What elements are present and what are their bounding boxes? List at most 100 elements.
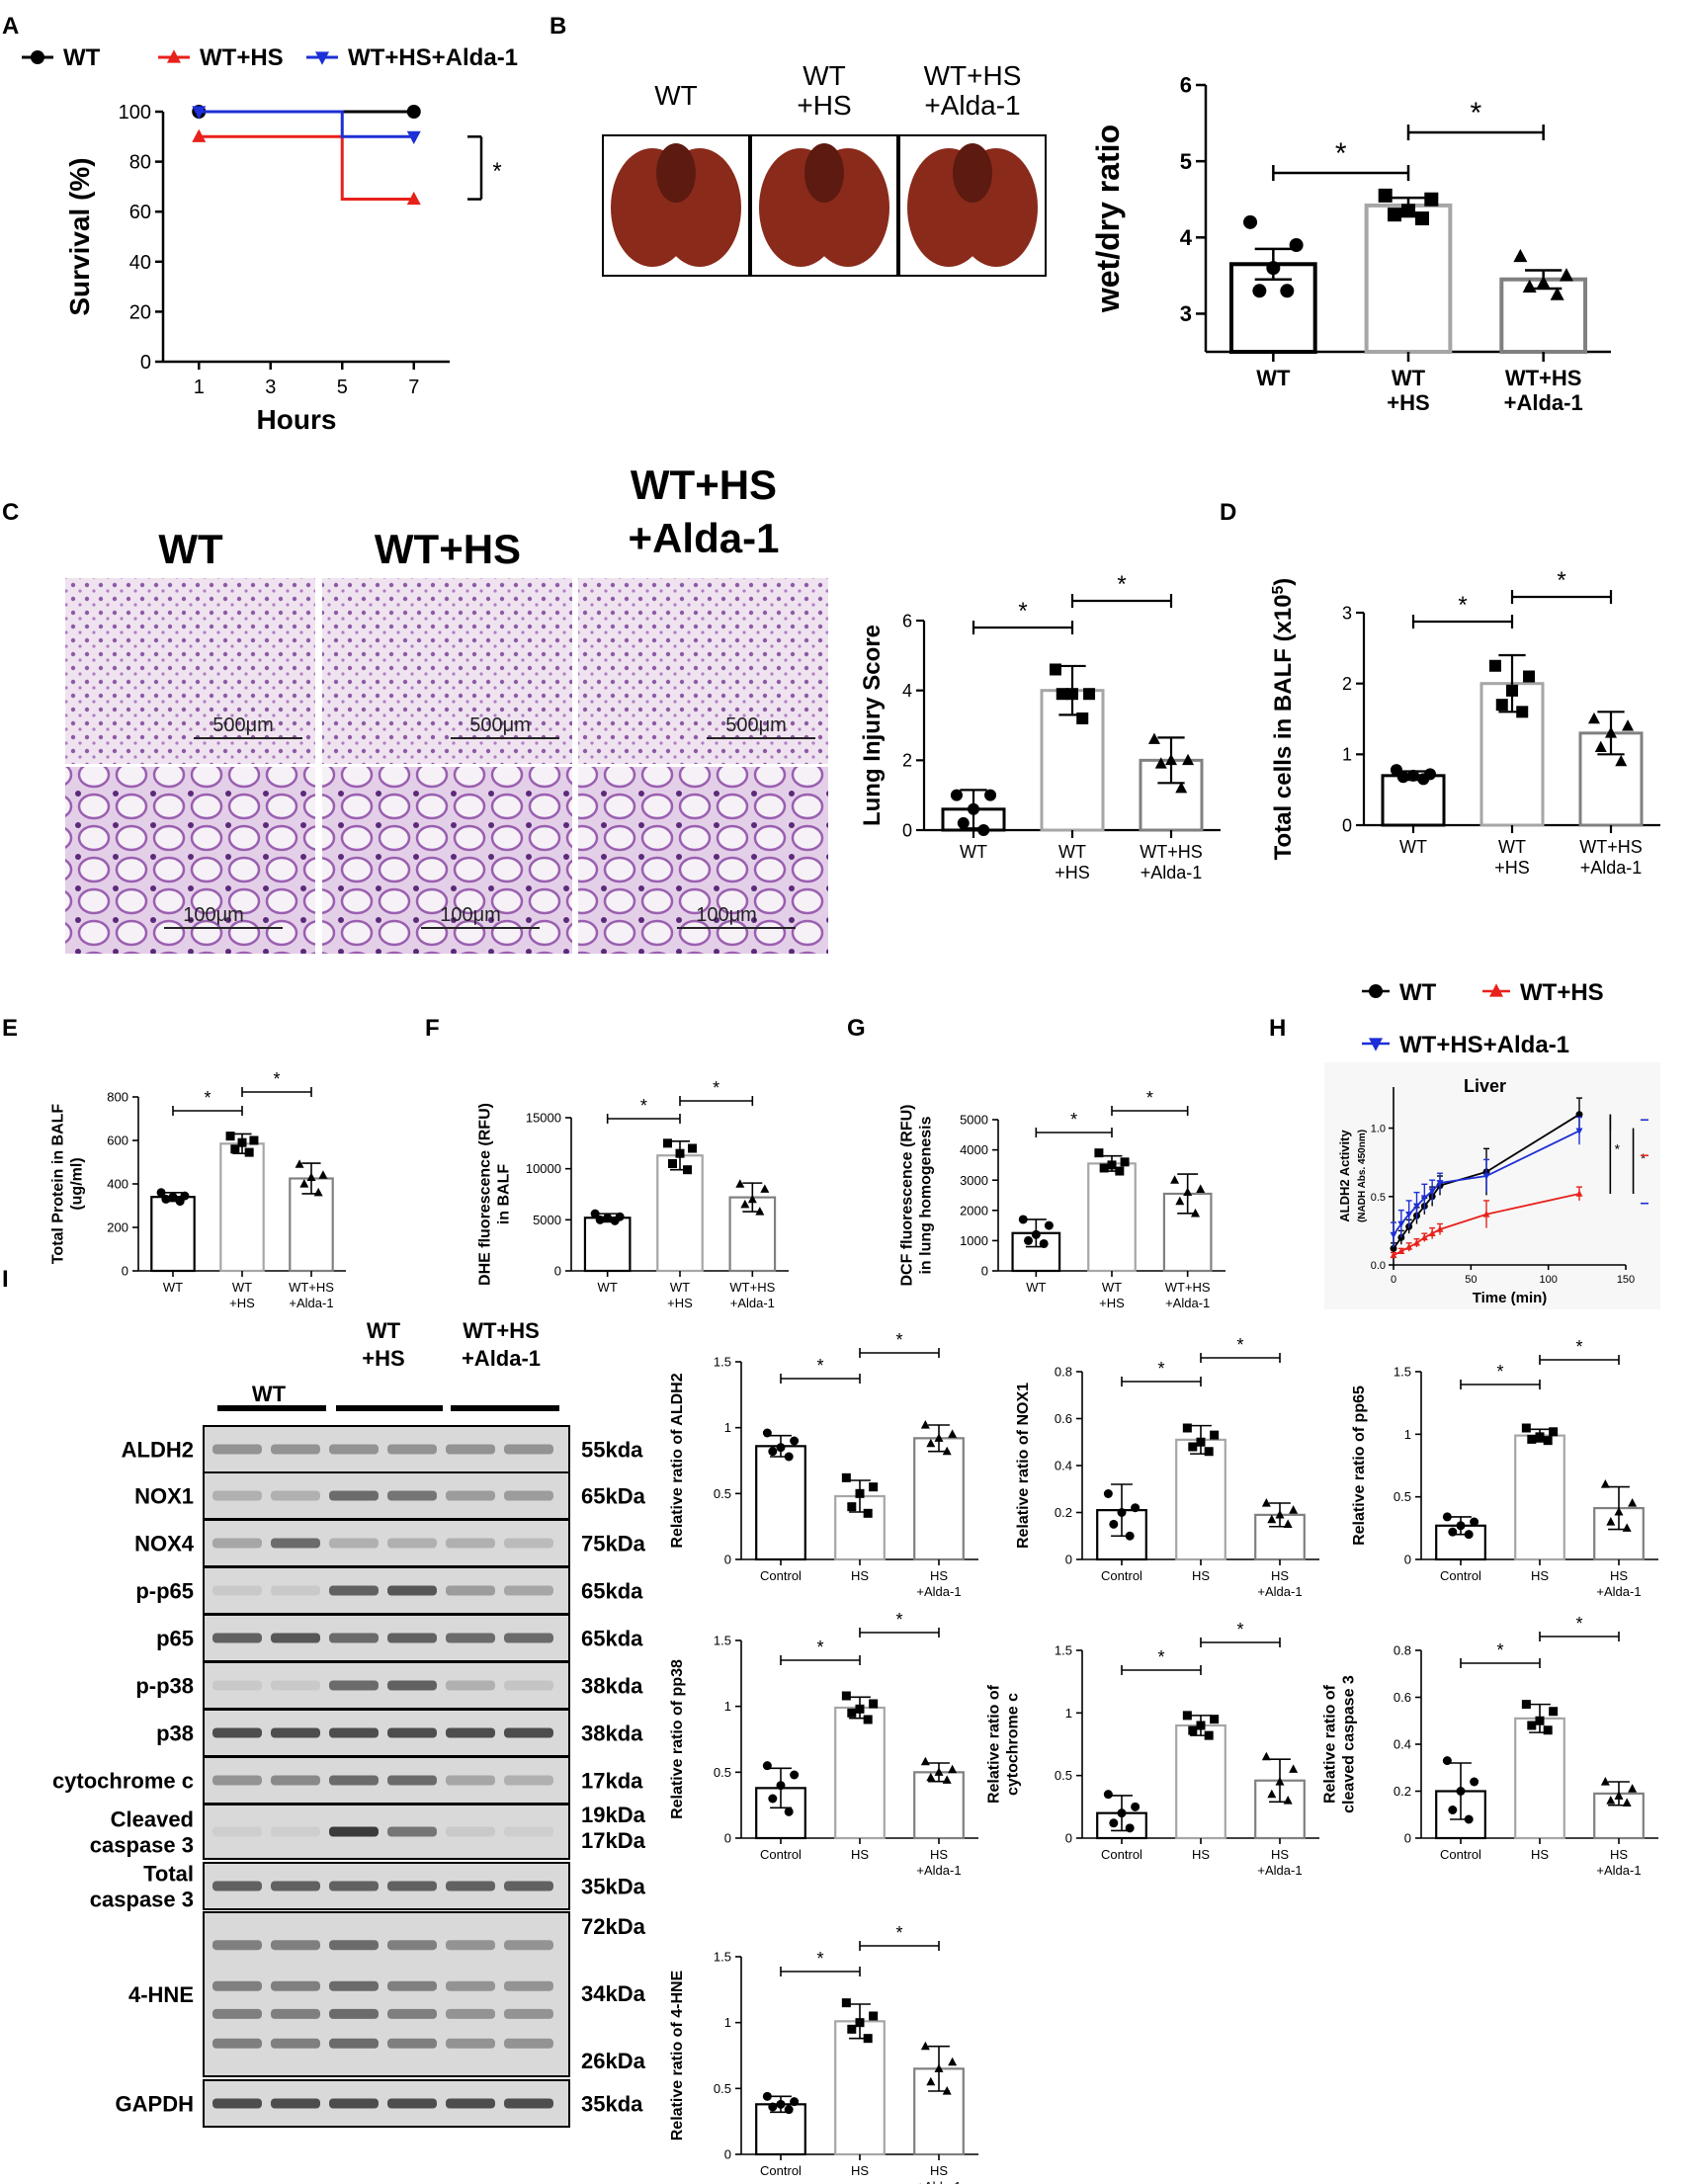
blot-band <box>446 1680 495 1691</box>
significance-star: * <box>816 1949 823 1969</box>
blot-band <box>329 1444 379 1455</box>
data-point <box>1516 706 1529 718</box>
data-point <box>1378 188 1393 203</box>
data-point <box>1261 1498 1271 1507</box>
y-tick-label: 1000 <box>960 1233 988 1248</box>
y-axis-label: Lung Injury Score <box>859 625 886 826</box>
data-point <box>1575 1128 1583 1135</box>
scale-bar-label: 100μm <box>183 904 244 926</box>
y-axis-label: cleaved caspase 3 <box>1341 1675 1358 1813</box>
blot-band <box>271 1490 320 1501</box>
x-tick-label: 100 <box>1539 1274 1557 1286</box>
y-axis-label: Relative ratio of pp65 <box>1351 1386 1368 1546</box>
histology-image-low <box>65 578 315 764</box>
blot-band <box>387 1980 437 1991</box>
data-point <box>841 1691 851 1701</box>
histology-image-high <box>322 767 572 954</box>
x-tick-label: +Alda-1 <box>1580 858 1643 878</box>
blot-band <box>329 1980 379 1991</box>
data-point <box>1448 1527 1458 1537</box>
data-point <box>841 1998 851 2008</box>
x-tick-label: HS <box>851 1847 869 1862</box>
x-tick-label: WT <box>232 1280 252 1295</box>
data-point <box>1076 712 1089 724</box>
data-point <box>1442 1756 1452 1766</box>
blot-band <box>329 2008 379 2019</box>
blot-label: ALDH2 <box>122 1438 194 1463</box>
panel-letter-D: D <box>1220 499 1236 526</box>
blot-band <box>212 1680 262 1691</box>
x-tick-label: +Alda-1 <box>916 1863 961 1878</box>
y-tick-label: 0 <box>554 1264 561 1279</box>
y-tick-label: 0 <box>1065 1553 1072 1567</box>
y-tick-label: 0.5 <box>1371 1192 1386 1204</box>
data-point <box>1044 1220 1054 1230</box>
blot-band <box>329 1490 379 1501</box>
data-point <box>847 1708 857 1718</box>
x-tick-label: 3 <box>265 377 276 398</box>
y-tick-label: 6 <box>902 611 912 630</box>
data-point <box>863 1715 873 1724</box>
data-point <box>1420 1233 1428 1241</box>
y-tick-label: 0 <box>724 2147 731 2162</box>
data-point <box>1405 1243 1413 1250</box>
y-axis-label: DHE fluorescence (RFU) <box>476 1103 493 1286</box>
blot-label: p-p38 <box>135 1674 194 1699</box>
bar <box>1514 1434 1565 1561</box>
blot-band <box>504 1585 553 1596</box>
data-point <box>1103 1489 1113 1498</box>
data-point <box>1606 1517 1616 1526</box>
data-point <box>1283 1519 1293 1528</box>
y-tick-label: 2000 <box>960 1203 988 1218</box>
scale-bar-label: 100μm <box>440 904 501 926</box>
data-point <box>1600 1479 1610 1488</box>
y-tick-label: 5000 <box>960 1113 988 1128</box>
data-point <box>1289 1764 1299 1773</box>
panel-letter-G: G <box>847 1015 866 1042</box>
significance-star: * <box>204 1088 211 1108</box>
data-point <box>175 1197 185 1207</box>
significance-star: * <box>1496 1362 1503 1382</box>
bar <box>834 1706 886 1840</box>
molecular-weight-label: 35kDa <box>581 1875 646 1899</box>
x-tick-label: Control <box>1440 1847 1481 1862</box>
data-point <box>776 1781 786 1791</box>
blot-band <box>504 1727 553 1738</box>
y-tick-label: 15000 <box>526 1111 561 1126</box>
blot-band <box>212 2098 262 2109</box>
y-tick-label: 40 <box>129 252 151 274</box>
data-point <box>1549 1707 1559 1717</box>
x-tick-label: +HS <box>1055 863 1090 882</box>
y-tick-label: 0 <box>724 1831 731 1846</box>
x-tick-label: WT <box>670 1280 690 1295</box>
x-tick-label: Control <box>1440 1568 1481 1583</box>
molecular-weight-label: 19kDa <box>581 1803 646 1827</box>
x-tick-label: WT <box>1399 837 1427 857</box>
y-tick-label: 0 <box>1342 815 1352 835</box>
y-tick-label: 1 <box>1065 1706 1072 1721</box>
blot-label: 4-HNE <box>128 1982 194 2007</box>
y-tick-label: 1 <box>724 2015 731 2030</box>
data-point <box>735 1179 745 1188</box>
data-point <box>1289 238 1304 252</box>
blot-band <box>271 1775 320 1786</box>
blot-label: p65 <box>156 1627 194 1651</box>
blot-band <box>387 2098 437 2109</box>
data-point <box>869 1699 879 1709</box>
blot-strip <box>203 1911 570 2077</box>
legend-label: WT <box>63 44 101 71</box>
blot-band <box>212 1585 262 1596</box>
data-point <box>1196 1721 1206 1730</box>
x-tick-label: HS <box>1610 1568 1628 1583</box>
data-point <box>249 1135 259 1145</box>
data-point <box>1470 1777 1479 1787</box>
scale-bar-label: 500μm <box>469 714 531 736</box>
data-point <box>406 191 421 206</box>
data-point <box>1470 1517 1479 1527</box>
histology-panel-c: WT WT+HS WT+HS +Alda-1 500μm 100μm 500μm 100μm 5… <box>65 462 828 954</box>
data-point <box>1283 1796 1293 1805</box>
data-point <box>1131 1503 1141 1513</box>
